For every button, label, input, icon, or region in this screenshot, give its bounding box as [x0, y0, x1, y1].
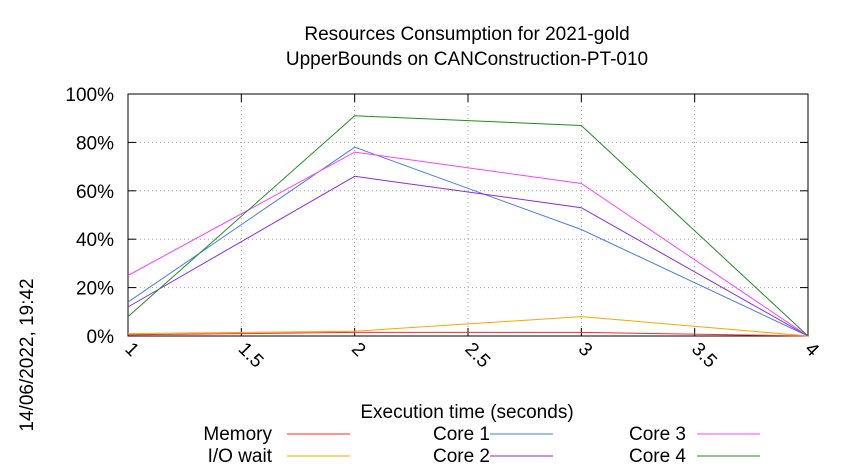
y-axis-ticks: 0% 20% 40% 60% 80% 100% — [65, 85, 114, 348]
legend-item: Core 3 — [629, 424, 760, 445]
series-line-core-2 — [127, 175, 809, 337]
y-tick-label: 0% — [87, 327, 115, 348]
legend-label: Core 2 — [433, 446, 490, 467]
legend-item: Core 2 — [433, 446, 553, 467]
y-tick-label: 60% — [76, 182, 114, 203]
x-axis-ticks: 1 1.5 2 2.5 3 3.5 4 — [120, 339, 823, 373]
y-tick-label: 100% — [65, 85, 114, 106]
x-tick-label: 1.5 — [234, 339, 268, 373]
timestamp-label: 14/06/2022, 19:42 — [17, 278, 38, 431]
legend-label: Core 1 — [433, 424, 490, 445]
legend-item: Core 1 — [433, 424, 553, 445]
y-tick-label: 20% — [76, 279, 114, 300]
legend-label: I/O wait — [208, 446, 273, 467]
legend-label: Core 4 — [629, 446, 686, 467]
chart-title-line-1: Resources Consumption for 2021-gold — [304, 24, 629, 45]
grid — [128, 93, 808, 336]
x-tick-label: 1 — [120, 339, 142, 361]
y-tick-label: 40% — [76, 230, 114, 251]
chart-title-line-2: UpperBounds on CANConstruction-PT-010 — [286, 49, 648, 70]
chart-title: Resources Consumption for 2021-gold Uppe… — [286, 24, 648, 70]
x-tick-label: 3.5 — [687, 339, 721, 373]
series-line-memory — [127, 331, 809, 337]
legend-item: Core 4 — [629, 446, 760, 467]
x-tick-label: 4 — [800, 339, 823, 362]
series-line-core-4 — [127, 115, 809, 337]
legend-label: Memory — [203, 424, 272, 445]
legend-label: Core 3 — [629, 424, 686, 445]
legend-item: I/O wait — [208, 446, 350, 467]
series-line-i-o-wait — [127, 316, 809, 337]
series-lines — [127, 115, 809, 337]
legend-item: Memory — [203, 424, 350, 445]
series-line-core-1 — [127, 146, 809, 337]
x-tick-label: 2 — [347, 339, 369, 361]
x-tick-label: 3 — [574, 339, 596, 361]
x-axis-label: Execution time (seconds) — [360, 402, 573, 423]
series-line-core-3 — [127, 151, 809, 337]
y-tick-label: 80% — [76, 133, 114, 154]
x-tick-label: 2.5 — [460, 339, 494, 373]
